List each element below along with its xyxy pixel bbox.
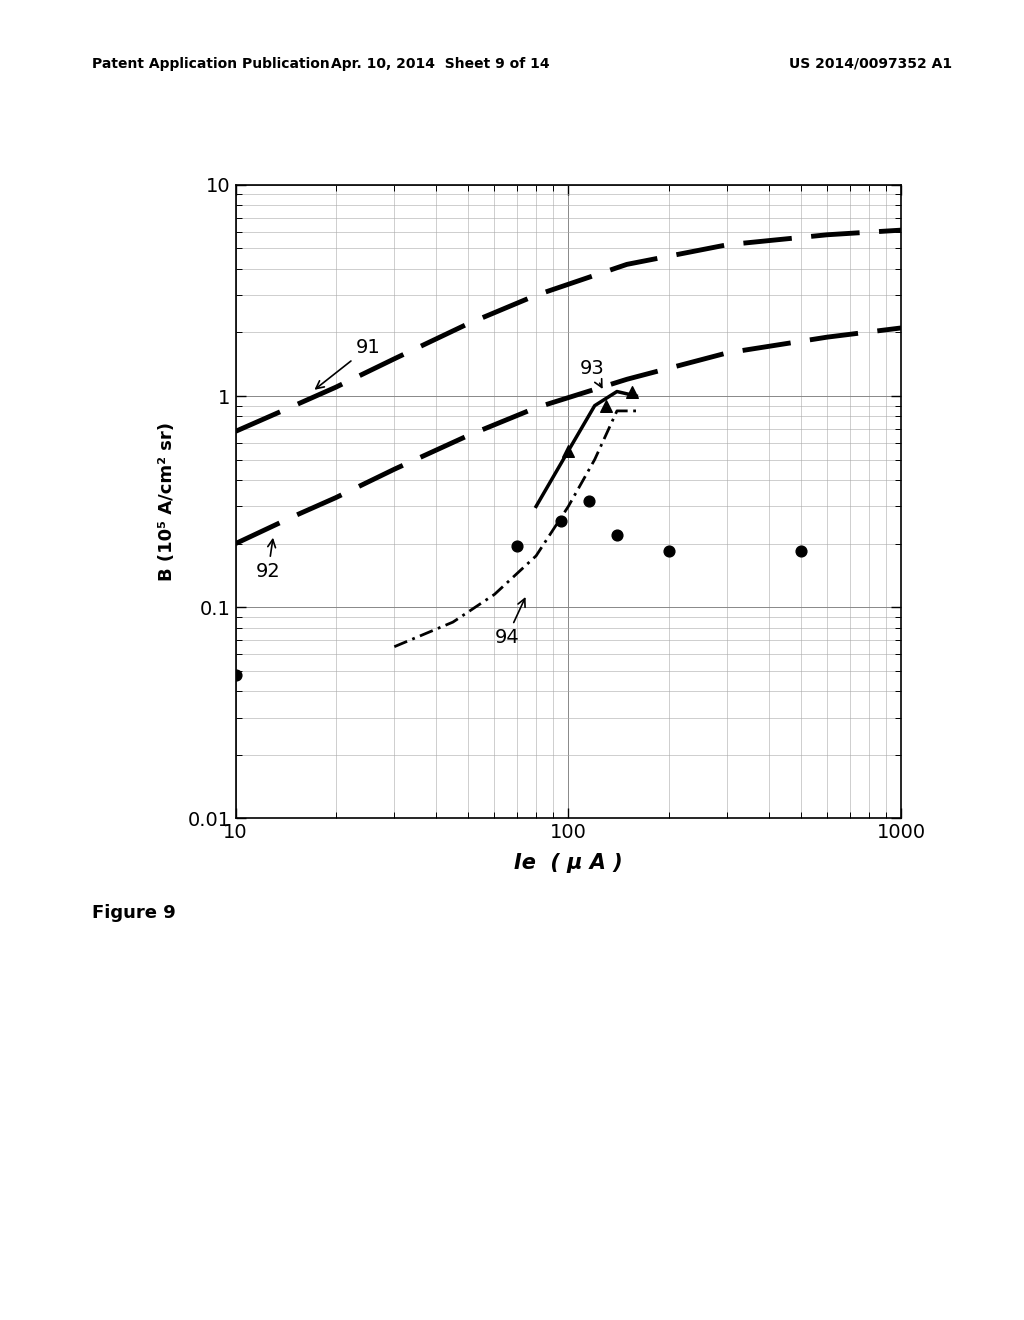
Text: 93: 93: [580, 359, 604, 387]
Point: [793, 540, 809, 561]
Text: 92: 92: [256, 540, 281, 581]
Point: [598, 395, 614, 416]
Text: 91: 91: [315, 338, 381, 388]
Point: [660, 540, 677, 561]
Point: [581, 490, 597, 511]
Point: [227, 664, 244, 685]
Point: [553, 511, 569, 532]
X-axis label: Ie  ( μ A ): Ie ( μ A ): [514, 853, 623, 874]
Text: US 2014/0097352 A1: US 2014/0097352 A1: [790, 57, 952, 71]
Text: 94: 94: [495, 598, 525, 647]
Point: [624, 381, 640, 403]
Text: Patent Application Publication: Patent Application Publication: [92, 57, 330, 71]
Y-axis label: B (10⁵ A/cm² sr): B (10⁵ A/cm² sr): [159, 422, 176, 581]
Text: Figure 9: Figure 9: [92, 904, 176, 923]
Point: [509, 536, 525, 557]
Point: [560, 441, 577, 462]
Point: [608, 524, 625, 545]
Text: Apr. 10, 2014  Sheet 9 of 14: Apr. 10, 2014 Sheet 9 of 14: [331, 57, 550, 71]
